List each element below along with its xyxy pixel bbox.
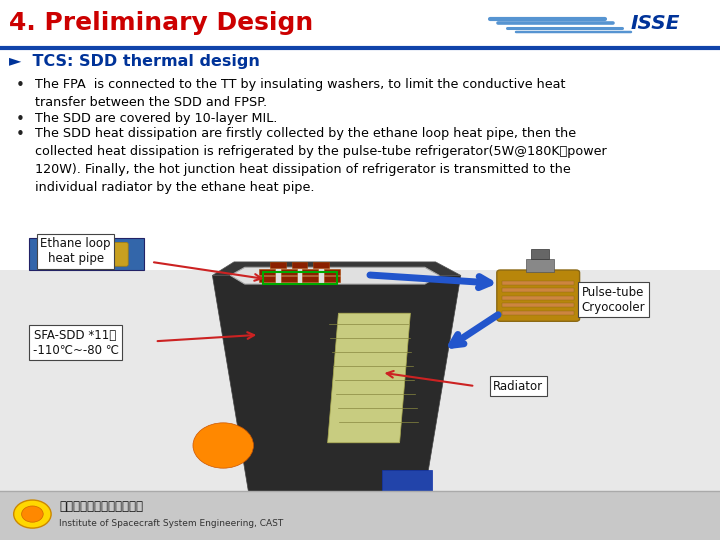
Polygon shape <box>230 267 439 284</box>
Bar <box>502 311 574 315</box>
Circle shape <box>193 423 253 468</box>
Text: •: • <box>16 127 24 143</box>
Bar <box>531 249 549 259</box>
Bar <box>259 276 275 282</box>
Bar <box>281 269 297 275</box>
Bar <box>281 276 297 282</box>
Bar <box>0 48 720 491</box>
FancyBboxPatch shape <box>45 242 128 266</box>
Text: ISSE: ISSE <box>631 14 680 33</box>
Text: Ethane loop
heat pipe: Ethane loop heat pipe <box>40 237 111 265</box>
Text: Pulse-tube
Cryocooler: Pulse-tube Cryocooler <box>582 286 645 314</box>
Bar <box>502 288 574 292</box>
Bar <box>526 259 554 272</box>
Text: ►  TCS: SDD thermal design: ► TCS: SDD thermal design <box>9 53 259 69</box>
Text: •: • <box>16 112 24 127</box>
Bar <box>292 262 307 268</box>
Text: 4. Preliminary Design: 4. Preliminary Design <box>9 11 313 35</box>
Bar <box>502 281 574 285</box>
Bar <box>29 238 144 270</box>
Bar <box>324 269 340 275</box>
Polygon shape <box>212 275 461 491</box>
Text: SFA-SDD *11：
-110℃~-80 ℃: SFA-SDD *11： -110℃~-80 ℃ <box>32 329 119 357</box>
Bar <box>0 0 720 46</box>
Text: The SDD are covered by 10-layer MIL.: The SDD are covered by 10-layer MIL. <box>35 112 277 125</box>
Bar <box>313 262 329 268</box>
Text: Institute of Spacecraft System Engineering, CAST: Institute of Spacecraft System Engineeri… <box>59 519 283 528</box>
Polygon shape <box>212 262 461 275</box>
Text: 中国空间技术研究院总体部: 中国空间技术研究院总体部 <box>59 500 143 513</box>
Bar <box>502 303 574 307</box>
Polygon shape <box>328 313 410 443</box>
Bar <box>302 269 318 275</box>
Bar <box>0 270 720 491</box>
Bar <box>0 491 720 540</box>
Bar <box>270 262 286 268</box>
Text: Radiator: Radiator <box>493 380 544 393</box>
Text: •: • <box>16 78 24 93</box>
Text: The FPA  is connected to the TT by insulating washers, to limit the conductive h: The FPA is connected to the TT by insula… <box>35 78 565 109</box>
FancyBboxPatch shape <box>497 270 580 321</box>
Bar <box>502 296 574 300</box>
Bar <box>324 276 340 282</box>
Bar <box>382 470 432 491</box>
Bar <box>259 269 275 275</box>
Circle shape <box>14 500 51 528</box>
Circle shape <box>22 506 43 522</box>
Text: The SDD heat dissipation are firstly collected by the ethane loop heat pipe, the: The SDD heat dissipation are firstly col… <box>35 127 606 194</box>
Bar <box>302 276 318 282</box>
